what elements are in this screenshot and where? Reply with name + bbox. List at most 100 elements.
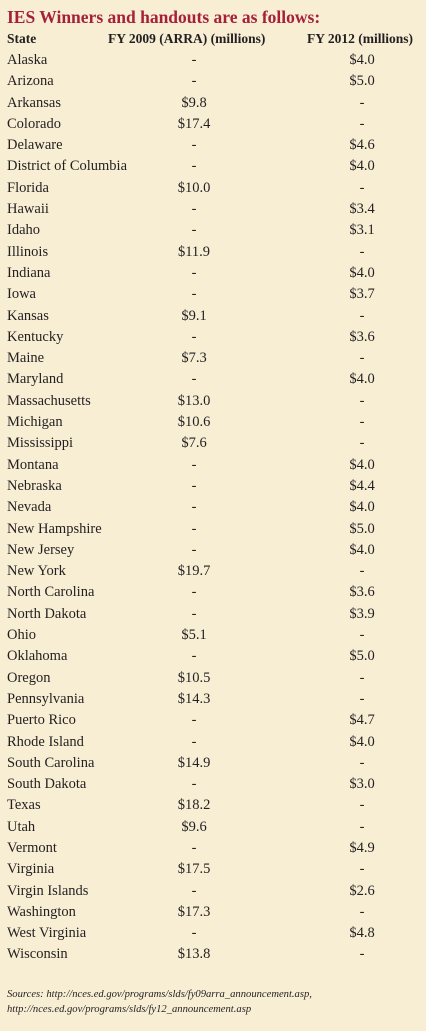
table-row: Utah $9.6 - xyxy=(0,817,426,838)
fy12-amount: - xyxy=(359,627,365,644)
table-row: Massachusetts $13.0 - xyxy=(0,391,426,412)
fy09-amount: - xyxy=(191,286,197,303)
fy12-amount: $5.0 xyxy=(349,648,375,665)
fy12-amount: $3.1 xyxy=(349,222,375,239)
fy12-amount: - xyxy=(359,179,365,196)
state-name: Washington xyxy=(7,903,76,920)
fy12-amount: $4.7 xyxy=(349,712,375,729)
table-row: North Carolina - $3.6 xyxy=(0,582,426,603)
fy12-amount: - xyxy=(359,392,365,409)
table-row: Florida $10.0 - xyxy=(0,178,426,199)
fy09-amount: - xyxy=(191,839,197,856)
state-name: North Dakota xyxy=(7,605,87,622)
fy12-amount: $3.7 xyxy=(349,286,375,303)
fy12-amount: - xyxy=(359,435,365,452)
fy09-amount: - xyxy=(191,882,197,899)
fy09-amount: $14.3 xyxy=(177,690,211,707)
table-row: Pennsylvania $14.3 - xyxy=(0,689,426,710)
fy12-amount: $5.0 xyxy=(349,73,375,90)
fy09-amount: $17.4 xyxy=(177,115,211,132)
table-row: Rhode Island - $4.0 xyxy=(0,732,426,753)
fy09-amount: $13.0 xyxy=(177,392,211,409)
state-name: South Carolina xyxy=(7,754,95,771)
fy12-amount: - xyxy=(359,861,365,878)
state-name: Puerto Rico xyxy=(7,712,76,729)
fy12-amount: $4.0 xyxy=(349,371,375,388)
fy09-amount: $18.2 xyxy=(177,797,211,814)
table-row: New Hampshire - $5.0 xyxy=(0,519,426,540)
fy12-amount: $4.4 xyxy=(349,477,375,494)
state-name: Montana xyxy=(7,456,59,473)
fy12-amount: - xyxy=(359,946,365,963)
fy09-amount: - xyxy=(191,264,197,281)
fy09-amount: - xyxy=(191,52,197,68)
table-row: Ohio $5.1 - xyxy=(0,625,426,646)
state-name: North Carolina xyxy=(7,584,95,601)
state-name: Arizona xyxy=(7,73,54,90)
state-name: Rhode Island xyxy=(7,733,84,750)
state-name: Virginia xyxy=(7,861,55,878)
fy09-amount: - xyxy=(191,733,197,750)
table-row: Wisconsin $13.8 - xyxy=(0,944,426,965)
state-name: Vermont xyxy=(7,839,57,856)
state-name: Texas xyxy=(7,797,41,814)
table-row: Virginia $17.5 - xyxy=(0,859,426,880)
fy09-amount: $10.5 xyxy=(177,669,211,686)
table-row: Texas $18.2 - xyxy=(0,795,426,816)
fy12-amount: $4.0 xyxy=(349,264,375,281)
table-row: Nebraska - $4.4 xyxy=(0,476,426,497)
fy12-amount: - xyxy=(359,243,365,260)
table-row: Hawaii - $3.4 xyxy=(0,199,426,220)
fy12-amount: - xyxy=(359,903,365,920)
state-name: Alaska xyxy=(7,52,48,68)
fy12-amount: $4.0 xyxy=(349,499,375,516)
table-row: North Dakota - $3.9 xyxy=(0,604,426,625)
column-header-fy09: FY 2009 (ARRA) (millions) xyxy=(108,31,266,46)
fy09-amount: - xyxy=(191,925,197,942)
table-row: Montana - $4.0 xyxy=(0,455,426,476)
fy12-amount: $3.0 xyxy=(349,776,375,793)
fy12-amount: $3.6 xyxy=(349,328,375,345)
fy12-amount: $4.0 xyxy=(349,158,375,175)
fy09-amount: $19.7 xyxy=(177,563,211,580)
state-name: Massachusetts xyxy=(7,392,91,409)
fy09-amount: $7.6 xyxy=(181,435,207,452)
state-name: Maryland xyxy=(7,371,64,388)
state-name: District of Columbia xyxy=(7,158,128,175)
fy09-amount: $9.8 xyxy=(181,94,207,111)
fy09-amount: - xyxy=(191,477,197,494)
fy09-amount: $5.1 xyxy=(181,627,207,644)
fy12-amount: - xyxy=(359,94,365,111)
table-row: Puerto Rico - $4.7 xyxy=(0,710,426,731)
state-name: Ohio xyxy=(7,627,36,644)
table-row: Indiana - $4.0 xyxy=(0,263,426,284)
fy09-amount: - xyxy=(191,776,197,793)
fy12-amount: - xyxy=(359,690,365,707)
fy12-amount: $5.0 xyxy=(349,520,375,537)
fy12-amount: - xyxy=(359,350,365,367)
fy12-amount: - xyxy=(359,414,365,431)
table-row: Oregon $10.5 - xyxy=(0,668,426,689)
table-row: Maine $7.3 - xyxy=(0,348,426,369)
fy09-amount: $17.3 xyxy=(177,903,211,920)
table-row: Oklahoma - $5.0 xyxy=(0,646,426,667)
table-row: Vermont - $4.9 xyxy=(0,838,426,859)
fy09-amount: - xyxy=(191,137,197,154)
state-name: Indiana xyxy=(7,264,51,281)
table-row: Delaware - $4.6 xyxy=(0,135,426,156)
table-row: Colorado $17.4 - xyxy=(0,114,426,135)
state-name: Kansas xyxy=(7,307,49,324)
table-row: Arizona - $5.0 xyxy=(0,71,426,92)
table-row: New Jersey - $4.0 xyxy=(0,540,426,561)
fy09-amount: $11.9 xyxy=(177,243,211,260)
fy12-amount: - xyxy=(359,754,365,771)
state-name: Oklahoma xyxy=(7,648,68,665)
page-title: IES Winners and handouts are as follows: xyxy=(7,7,321,27)
fy12-amount: - xyxy=(359,818,365,835)
column-header-state: State xyxy=(7,31,37,46)
table-row: District of Columbia - $4.0 xyxy=(0,156,426,177)
table-row: Mississippi $7.6 - xyxy=(0,433,426,454)
fy09-amount: $10.6 xyxy=(177,414,211,431)
fy12-amount: $3.6 xyxy=(349,584,375,601)
table-row: New York $19.7 - xyxy=(0,561,426,582)
